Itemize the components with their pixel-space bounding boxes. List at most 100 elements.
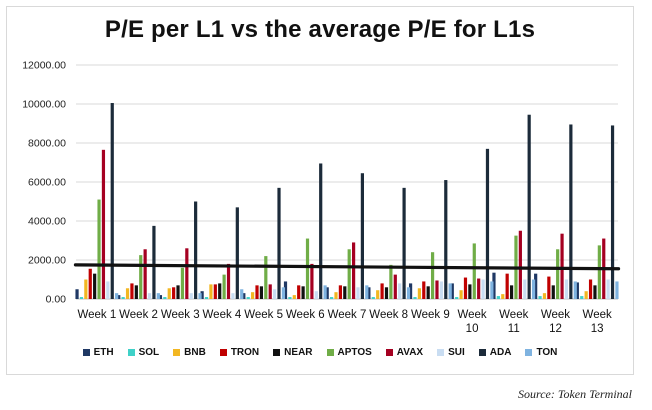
x-tick-label: 12 [549,323,562,335]
legend-item-tron: TRON [219,347,259,358]
bar-eth [117,295,121,299]
bar-sui [273,289,277,299]
x-tick-label: Week 2 [119,309,158,321]
x-tick-label: Week 1 [77,309,116,321]
bar-ada [402,187,406,299]
legend-swatch [173,349,181,356]
chart-title: P/E per L1 vs the average P/E for L1s [104,16,536,43]
bar-ton [240,289,244,299]
bar-near [384,287,389,299]
bar-bnb [417,288,421,299]
bar-near [426,286,430,299]
x-tick-label: Week 3 [161,309,200,321]
bar-tron [172,287,176,299]
bar-tron [213,284,217,299]
legend-label: AVAX [396,347,424,358]
bar-bnb [542,293,547,299]
bar-tron [380,283,384,299]
bar-sol [371,297,375,299]
legend-item-ada: ADA [478,347,511,358]
y-tick-label: 8000.00 [28,138,66,150]
y-tick-label: 12000.00 [22,60,66,72]
legend-swatch [127,349,135,356]
bar-avax [352,242,356,299]
bar-bnb [292,295,296,299]
bar-near [218,283,222,299]
bar-bnb [167,288,171,299]
bar-bnb [334,292,338,299]
bar-avax [185,248,189,299]
bar-sui [439,281,443,299]
bar-eth [450,283,454,299]
bar-sol [580,296,584,299]
bar-sui [147,293,152,299]
legend-swatch [525,349,533,356]
legend-swatch [82,349,90,356]
bar-eth [408,283,413,299]
bar-sol [455,297,459,299]
bar-tron [255,285,259,299]
bar-bnb [501,294,505,299]
bar-avax [101,149,106,299]
bar-bnb [459,290,463,299]
bar-ton [281,287,286,299]
bar-tron [338,285,342,299]
bar-tron [505,273,509,299]
legend-item-ton: TON [525,347,557,358]
legend-label: ETH [93,347,114,358]
x-tick-label: Week 9 [411,309,450,321]
bar-avax [393,274,397,299]
bar-sol [121,297,125,299]
x-tick-label: 11 [508,323,520,335]
x-tick-label: Week 5 [244,309,283,321]
bar-eth [575,282,579,299]
bar-eth [200,291,204,299]
bar-sol [163,297,167,299]
bar-aptos [597,245,601,299]
bar-aptos [389,264,393,299]
x-tick-label: Week 6 [286,309,325,321]
bar-tron [422,281,426,299]
legend-swatch [219,349,227,356]
bar-near [134,285,138,299]
bar-sol [330,297,334,299]
bar-ton [490,281,494,299]
bar-sui [564,279,569,299]
bar-near [259,286,264,299]
bar-eth [367,287,371,299]
x-tick-label: Week 7 [328,309,367,321]
bar-aptos [222,274,226,299]
bar-aptos [347,249,351,299]
bar-eth [242,293,246,299]
bar-aptos [264,256,268,299]
bar-near [93,273,97,299]
bar-ada [569,124,573,299]
bar-ton [115,293,119,299]
legend-item-aptos: APTOS [326,347,372,358]
y-tick-label: 6000.00 [28,177,66,189]
bar-bnb [209,284,213,299]
bar-avax [435,280,439,299]
bar-avax [518,230,522,299]
bar-aptos [139,255,143,299]
legend-swatch [478,349,486,356]
bar-ada [194,201,198,299]
bar-eth [158,295,163,299]
bar-sol [538,296,542,299]
chart-legend: ETH SOL BNB TRON NEAR APTOS AVAX SUI ADA TON [6,347,634,358]
bar-aptos [430,252,435,299]
bar-sol [246,297,250,299]
bar-tron [130,283,134,299]
bar-eth [75,289,79,299]
legend-label: BNB [184,347,206,358]
legend-swatch [437,349,445,356]
bar-sol [496,296,500,299]
bar-avax [560,233,564,299]
bar-tron [297,285,301,299]
bar-ada [485,148,490,299]
legend-label: APTOS [337,347,372,358]
legend-label: NEAR [284,347,313,358]
bar-avax [226,263,231,299]
bar-ada [360,173,364,299]
